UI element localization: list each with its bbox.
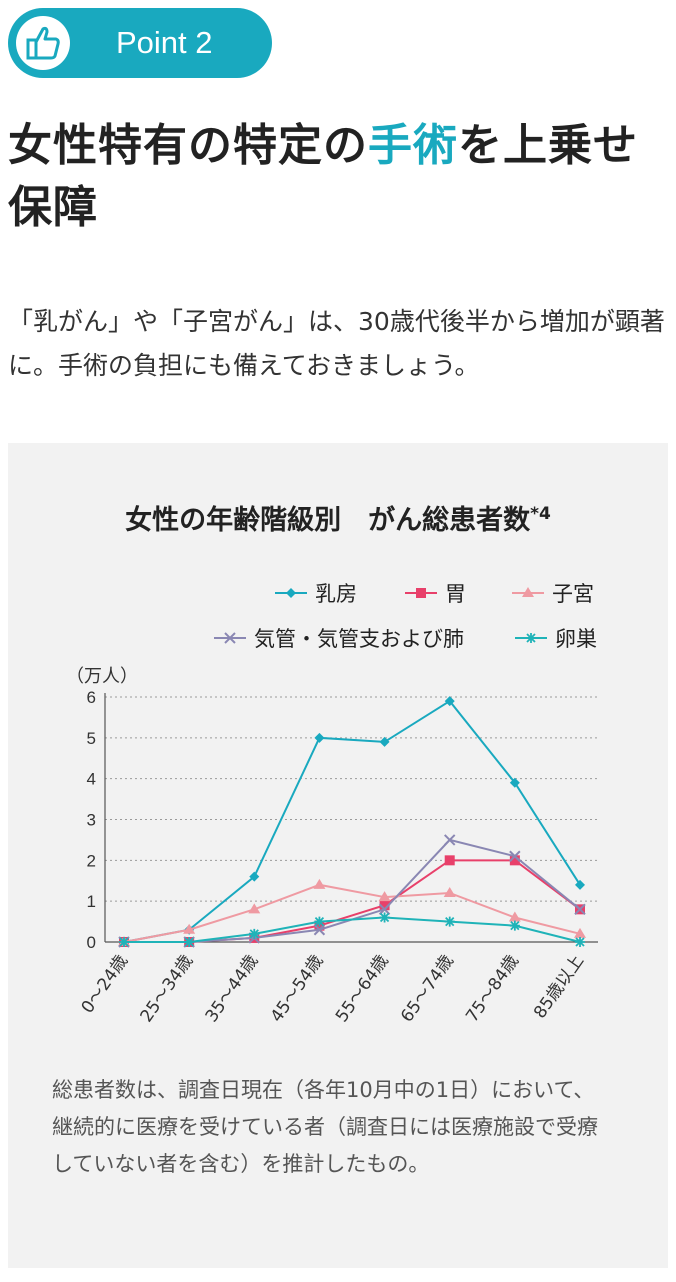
y-tick-label: 4 [87, 770, 96, 789]
x-tick-label: 75～84歳 [462, 951, 523, 1026]
data-point [575, 937, 585, 947]
x-tick-label: 65～74歳 [397, 951, 458, 1026]
series-line [123, 883, 581, 943]
data-point [443, 887, 456, 897]
data-point [378, 891, 391, 902]
data-point [249, 871, 260, 882]
series-diamond [119, 696, 585, 947]
chart-title: 女性の年齢階級別 がん総患者数*4 [0, 498, 676, 537]
title-text: 女性特有の特定の [8, 120, 368, 171]
y-tick-label: 3 [87, 811, 96, 830]
data-point [248, 903, 261, 914]
legend-marker [286, 588, 296, 598]
line-chart: 0 1 2 3 4 5 6（万人） 0～24歳 25～34歳 35～44歳 45～54歳 55～64歳… [66, 582, 598, 1026]
lead-text: 「乳がん」や「子宮がん」は、30歳代後半から増加が顕著に。手術の負担にも備えてお… [8, 307, 665, 380]
data-point [509, 920, 520, 931]
legend-item: 卵巣 [515, 627, 597, 651]
data-point [574, 927, 586, 938]
y-tick-label: 6 [87, 688, 96, 707]
data-point [574, 903, 586, 916]
chart-note: 総患者数は、調査日現在（各年10月中の1日）において、継続的に医療を受けている者… [52, 1078, 598, 1176]
x-tick-label: 35～44歳 [202, 951, 263, 1026]
y-tick-label: 2 [87, 851, 96, 870]
data-point [509, 850, 521, 862]
legend-item: 乳房 [275, 582, 357, 606]
data-point [313, 878, 326, 889]
legend-item: 気管・気管支および肺 [214, 627, 464, 651]
chart-grid [105, 696, 598, 902]
data-point [314, 732, 325, 743]
x-tick-label: 55～64歳 [332, 951, 393, 1026]
data-point [509, 777, 520, 788]
data-point [249, 928, 260, 939]
title-highlight: 手術 [368, 120, 458, 171]
x-tick-label: 0～24歳 [78, 951, 132, 1017]
legend-label: 気管・気管支および肺 [254, 627, 464, 651]
data-point [379, 900, 390, 911]
footnote-ref: *4 [530, 504, 551, 524]
chart-title-text: 女性の年齢階級別 がん総患者数 [125, 505, 531, 536]
data-point [313, 924, 326, 936]
legend-item: 胃 [405, 582, 466, 606]
legend-item: 子宮 [512, 582, 594, 606]
data-point [508, 911, 521, 922]
y-tick-label: 1 [87, 892, 96, 911]
badge-label: Point 2 [116, 25, 213, 60]
data-point [379, 736, 390, 747]
badge-icon-circle [16, 16, 70, 70]
legend-marker [224, 632, 236, 644]
y-axis-label: （万人） [66, 666, 138, 687]
data-point [378, 903, 391, 916]
x-tick-label: 85歳以上 [530, 951, 588, 1022]
title-text-rest: を上乗せ保障 [8, 120, 638, 233]
data-point [119, 937, 129, 947]
legend-label: 胃 [445, 582, 466, 606]
data-point [183, 923, 196, 934]
data-point [444, 855, 455, 866]
data-point [509, 855, 520, 866]
legend-marker [416, 588, 426, 598]
data-point [444, 916, 455, 927]
data-point [184, 937, 195, 947]
data-point [314, 916, 325, 927]
data-point [444, 834, 456, 846]
legend-marker [522, 587, 534, 597]
legend-label: 卵巣 [555, 627, 597, 651]
series-line [123, 699, 581, 943]
series-asterisk [119, 912, 585, 947]
point-badge: Point 2 [8, 8, 272, 78]
series-line [124, 916, 581, 943]
legend-marker [526, 633, 536, 643]
data-point [379, 912, 390, 923]
thumbs-up-icon [26, 26, 60, 60]
legend-label: 子宮 [552, 582, 594, 606]
y-tick-label: 0 [87, 933, 96, 952]
data-point [575, 879, 585, 890]
series-triangle [118, 878, 586, 946]
chart-panel [8, 443, 668, 1268]
x-tick-label: 45～54歳 [267, 951, 328, 1026]
data-point [444, 696, 455, 707]
x-tick-label: 25～34歳 [137, 951, 198, 1026]
legend-label: 乳房 [315, 582, 357, 606]
page-title: 女性特有の特定の手術を上乗せ保障 [8, 115, 668, 239]
y-tick-label: 5 [87, 729, 96, 748]
